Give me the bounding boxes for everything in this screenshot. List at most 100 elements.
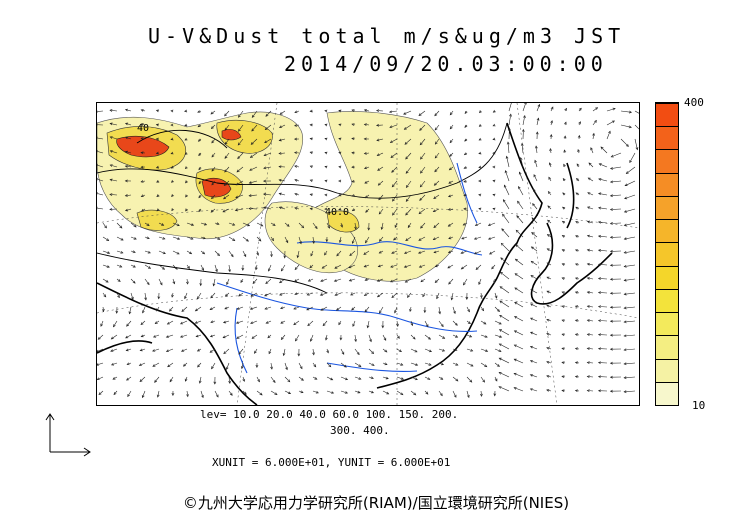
wind-vector xyxy=(438,376,443,380)
wind-vector-head xyxy=(97,349,100,353)
wind-vector xyxy=(214,222,220,225)
wind-vector xyxy=(474,236,482,240)
wind-vector xyxy=(587,206,594,210)
wind-vector-head xyxy=(515,244,519,248)
wind-vector-head xyxy=(174,266,178,270)
wind-vector xyxy=(226,362,230,370)
wind-vector xyxy=(152,362,160,367)
wind-vector-head xyxy=(463,179,467,183)
wind-vector xyxy=(251,124,258,132)
wind-vector-head xyxy=(440,362,445,366)
wind-vector-head xyxy=(156,394,160,398)
wind-vector-head xyxy=(186,394,189,398)
wind-vector-head xyxy=(309,137,313,141)
wind-vector xyxy=(364,109,370,112)
wind-vector-head xyxy=(293,306,297,310)
wind-vector xyxy=(624,264,636,267)
wind-vector xyxy=(376,138,384,141)
wind-vector xyxy=(508,103,512,112)
wind-vector-head xyxy=(228,380,231,384)
wind-vector-head xyxy=(180,349,185,352)
wind-vector xyxy=(294,264,300,270)
wind-vector xyxy=(466,320,471,324)
wind-vector-head xyxy=(140,194,144,197)
wind-vector-head xyxy=(448,181,452,184)
wind-vector-head xyxy=(294,110,298,114)
wind-vector-head xyxy=(236,336,240,339)
wind-vector xyxy=(298,376,304,381)
wind-vector-head xyxy=(574,361,578,365)
wind-vector xyxy=(519,171,524,182)
wind-vector xyxy=(354,376,362,380)
wind-vector xyxy=(222,334,230,338)
wind-vector-head xyxy=(348,278,352,282)
wind-vector xyxy=(382,348,388,353)
wind-vector-head xyxy=(344,377,349,381)
wind-vector xyxy=(546,276,552,280)
wind-vector-head xyxy=(597,305,602,309)
wind-vector-head xyxy=(334,293,338,296)
wind-vector-head xyxy=(561,263,565,266)
wind-vector-head xyxy=(546,262,550,266)
wind-vector-head xyxy=(144,297,147,301)
wind-vector-head xyxy=(501,228,505,232)
wind-vector-head xyxy=(211,182,215,186)
wind-vector-head xyxy=(587,177,591,181)
dust-wind-map: 40 40.0 xyxy=(97,103,639,405)
wind-vector-head xyxy=(378,211,382,215)
wind-vector-head xyxy=(498,329,503,332)
wind-vector-head xyxy=(283,255,287,259)
wind-vector xyxy=(256,222,263,227)
wind-vector-head xyxy=(487,223,491,226)
wind-vector xyxy=(127,390,132,397)
wind-vector xyxy=(171,292,174,298)
wind-vector-head xyxy=(133,224,137,228)
wind-vector-head xyxy=(478,207,482,211)
wind-vector-head xyxy=(412,336,416,340)
wind-vector-head xyxy=(198,195,202,199)
wind-vector xyxy=(494,376,498,382)
contour-label: 40.0 xyxy=(325,207,349,218)
wind-vector-head xyxy=(611,120,615,124)
wind-vector xyxy=(434,152,440,159)
wind-vector-head xyxy=(215,269,218,273)
wind-vector-head xyxy=(216,222,220,225)
wind-vector-head xyxy=(413,392,417,396)
wind-vector-head xyxy=(351,151,355,155)
wind-vector xyxy=(270,376,276,383)
wind-vector xyxy=(433,250,440,253)
unit-scale: XUNIT = 6.000E+01, YUNIT = 6.000E+01 xyxy=(212,456,451,469)
wind-vector xyxy=(404,138,412,145)
wind-vector xyxy=(606,108,616,112)
wind-vector-head xyxy=(228,269,231,273)
wind-vector xyxy=(624,236,636,240)
wind-vector-head xyxy=(179,321,184,325)
wind-vector-head xyxy=(197,110,201,113)
wind-vector-head xyxy=(124,108,129,112)
wind-vector-head xyxy=(574,249,579,252)
wind-vector-head xyxy=(403,112,407,115)
wind-vector xyxy=(501,228,510,238)
wind-vector xyxy=(242,376,245,382)
wind-vector xyxy=(515,258,524,266)
wind-vector xyxy=(549,162,552,168)
wind-vector xyxy=(294,152,300,154)
wind-vector xyxy=(515,244,524,252)
legend-swatch xyxy=(656,103,678,127)
wind-vector-head xyxy=(448,236,452,240)
wind-vector xyxy=(237,138,244,146)
wind-vector xyxy=(530,289,538,294)
wind-vector-head xyxy=(576,178,579,181)
wind-vector-head xyxy=(224,127,228,131)
wind-vector xyxy=(340,376,348,380)
wind-vector-head xyxy=(515,229,519,233)
wind-vector-head xyxy=(341,351,345,355)
wind-vector-head xyxy=(351,208,355,212)
wind-vector xyxy=(418,250,426,254)
wind-vector xyxy=(144,264,151,269)
wind-vector xyxy=(598,249,608,252)
wind-vector-head xyxy=(578,121,581,125)
wind-vector-head xyxy=(608,130,611,134)
wind-vector xyxy=(410,390,416,396)
wind-vector-head xyxy=(547,205,551,209)
